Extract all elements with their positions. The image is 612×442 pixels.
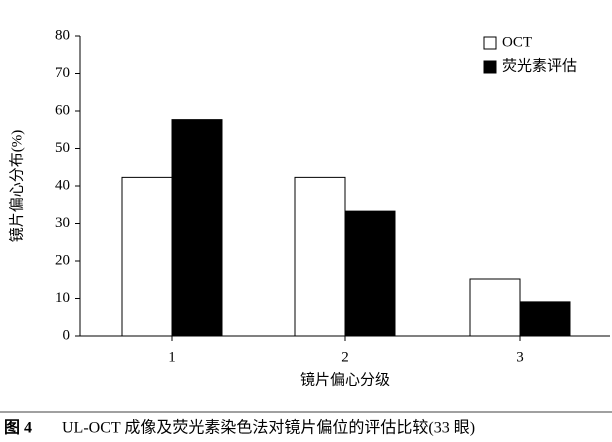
bar — [344, 210, 396, 337]
y-tick-label: 80 — [55, 27, 70, 43]
y-tick-label: 60 — [55, 102, 70, 118]
y-tick-label: 50 — [55, 140, 70, 156]
y-tick-label: 10 — [55, 290, 70, 306]
legend-swatch — [483, 36, 497, 50]
x-tick-label: 3 — [516, 349, 524, 365]
legend-swatch — [483, 60, 497, 74]
y-tick-label: 70 — [55, 65, 70, 81]
y-tick-label: 20 — [55, 252, 70, 268]
legend-label: OCT — [502, 34, 532, 50]
bar — [519, 301, 571, 337]
caption: UL-OCT 成像及荧光素染色法对镜片偏位的评估比较(33 眼) — [62, 418, 475, 437]
caption-label: 图 4 — [4, 419, 32, 437]
x-tick-label: 1 — [168, 349, 176, 365]
y-tick-label: 0 — [63, 327, 71, 343]
legend-label: 荧光素评估 — [502, 57, 577, 74]
y-tick-label: 40 — [55, 177, 70, 193]
x-tick-label: 2 — [341, 349, 349, 365]
bar — [294, 176, 346, 337]
y-axis-label: 镜片偏心分布(%) — [7, 130, 25, 243]
y-tick-label: 30 — [55, 215, 70, 231]
x-axis-label: 镜片偏心分级 — [300, 370, 390, 388]
bar — [469, 278, 521, 337]
bar — [121, 176, 173, 337]
bar — [171, 119, 223, 337]
